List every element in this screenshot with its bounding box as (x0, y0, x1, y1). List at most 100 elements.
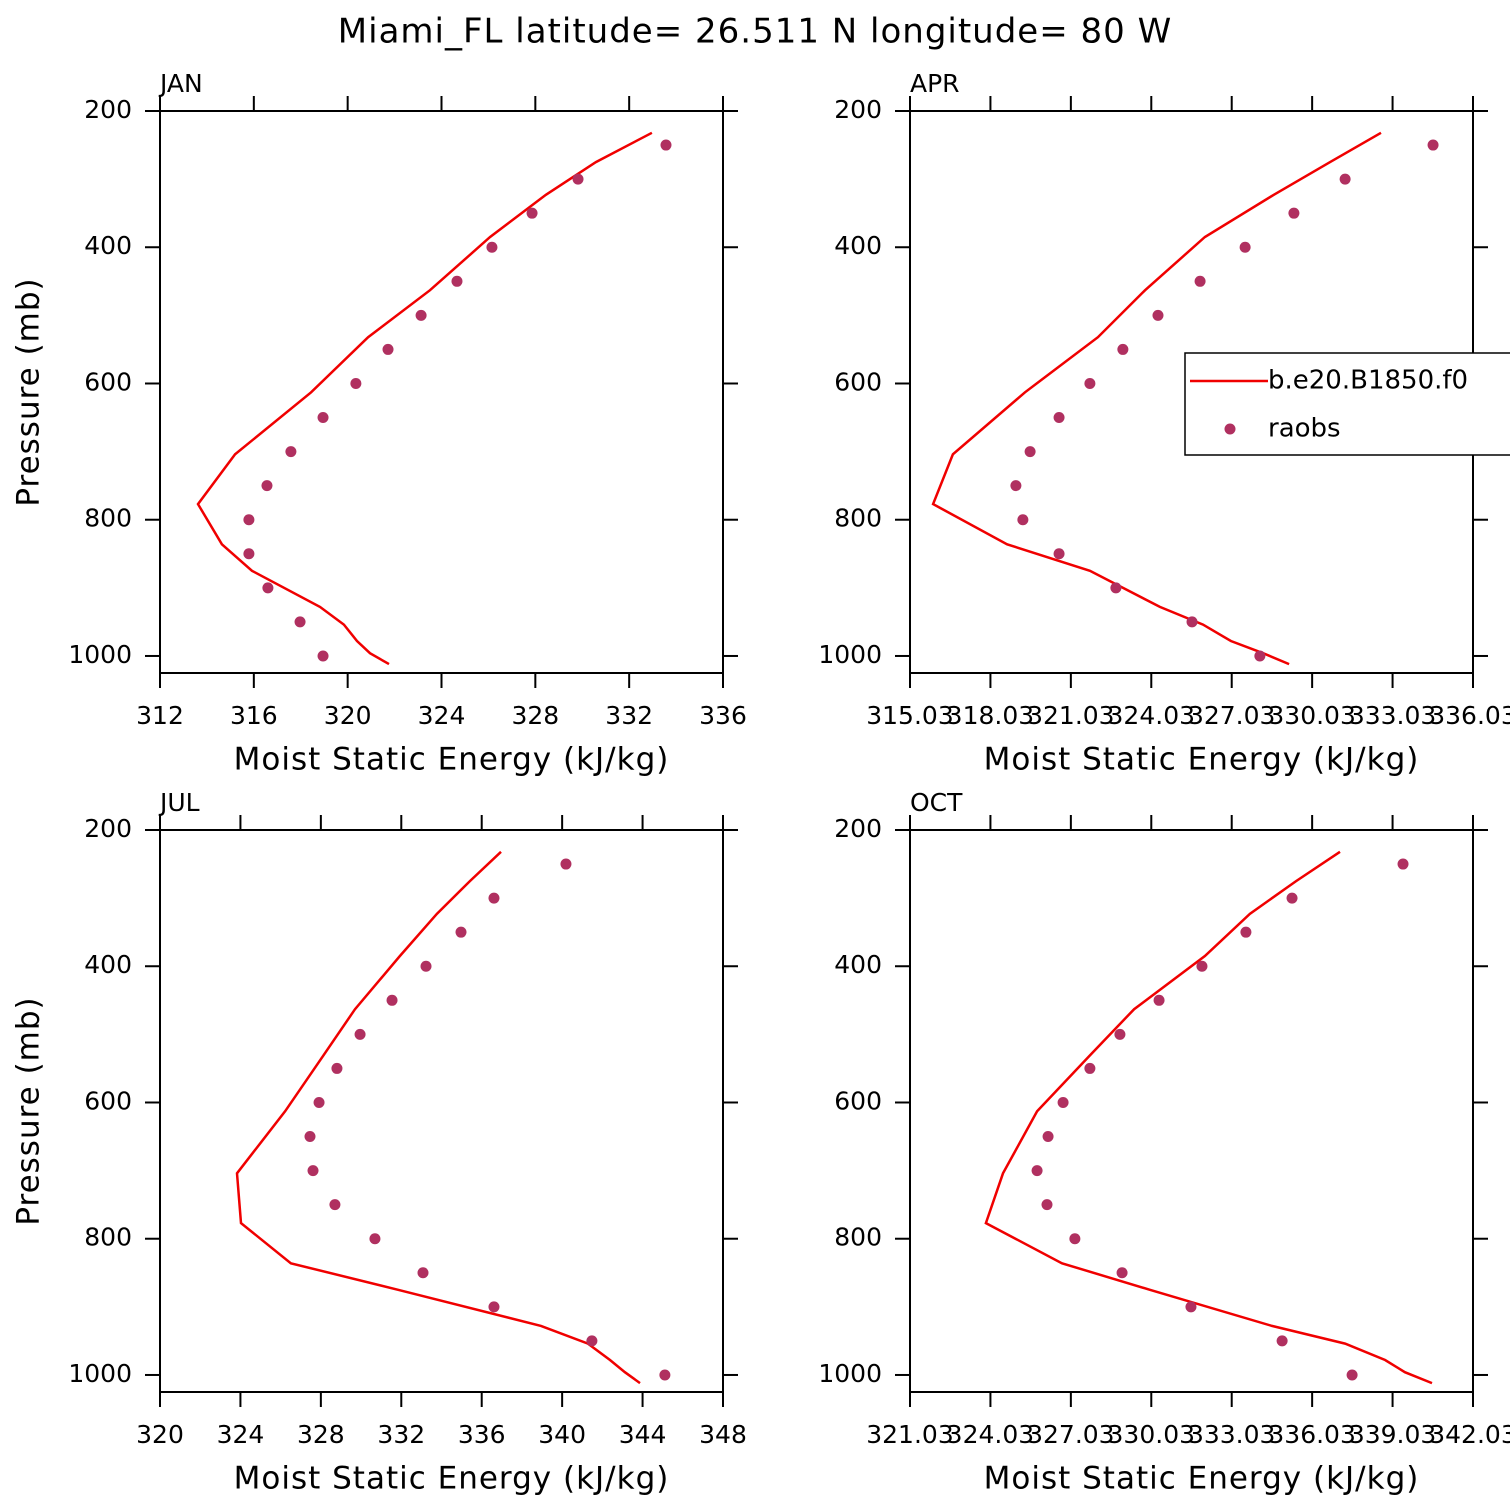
x-tick-label: 321.03 (866, 1420, 953, 1449)
y-axis-label: Pressure (mb) (11, 277, 47, 506)
obs-point (1042, 1131, 1054, 1143)
panel: JAN 312 316 320 324 328 332 336 200 400 600 800 1000… (11, 69, 747, 778)
obs-point (1031, 1165, 1043, 1177)
x-tick-label: 320 (136, 1420, 184, 1449)
model-line (235, 850, 641, 1385)
x-tick-label: 328 (297, 1420, 345, 1449)
x-tick-label: 324 (217, 1420, 265, 1449)
obs-point (1053, 412, 1065, 424)
y-tick-label: 200 (84, 95, 132, 124)
panel-title: OCT (910, 788, 963, 817)
y-tick-label: 400 (834, 231, 882, 260)
panel-title: APR (910, 69, 960, 98)
obs-point (354, 1028, 366, 1040)
obs-point (1152, 309, 1164, 321)
x-tick-label: 332 (377, 1420, 425, 1449)
obs-point (1057, 1096, 1069, 1108)
x-tick-label: 342.03 (1429, 1420, 1510, 1449)
model-line (196, 131, 653, 666)
obs-point (488, 1301, 500, 1313)
obs-point (382, 343, 394, 355)
y-tick-label: 400 (84, 231, 132, 260)
x-axis-label: Moist Static Energy (kJ/kg) (984, 742, 1420, 778)
obs-point (1024, 446, 1036, 458)
obs-point (1346, 1369, 1358, 1381)
x-tick-label: 320 (324, 701, 372, 730)
obs-point (1084, 377, 1096, 389)
obs-point (304, 1131, 316, 1143)
obs-point (1397, 858, 1409, 870)
y-tick-label: 400 (84, 950, 132, 979)
y-tick-label: 800 (834, 1223, 882, 1252)
x-tick-label: 332 (605, 701, 653, 730)
obs-point (285, 446, 297, 458)
obs-point (294, 616, 306, 628)
obs-point (350, 377, 362, 389)
obs-point (1110, 582, 1122, 594)
obs-point (261, 480, 273, 492)
obs-point (1053, 548, 1065, 560)
x-tick-label: 315.03 (866, 701, 953, 730)
obs-point (451, 275, 463, 287)
y-tick-label: 600 (834, 1086, 882, 1115)
obs-point (488, 892, 500, 904)
obs-point (1010, 480, 1022, 492)
obs-point (317, 412, 329, 424)
x-tick-label: 330.03 (1108, 1420, 1195, 1449)
obs-point (1194, 275, 1206, 287)
obs-point (1240, 926, 1252, 938)
obs-point (369, 1233, 381, 1245)
y-tick-label: 800 (834, 504, 882, 533)
obs-point (307, 1165, 319, 1177)
obs-point (243, 548, 255, 560)
obs-point (486, 241, 498, 253)
obs-point (1153, 994, 1165, 1006)
x-tick-label: 324.03 (947, 1420, 1034, 1449)
x-tick-label: 348 (699, 1420, 747, 1449)
model-line (931, 131, 1382, 666)
obs-point (317, 650, 329, 662)
y-tick-label: 400 (834, 950, 882, 979)
obs-point (526, 207, 538, 219)
x-tick-label: 328 (511, 701, 559, 730)
legend-box (1184, 352, 1510, 456)
x-axis-label: Moist Static Energy (kJ/kg) (234, 1461, 670, 1497)
y-tick-label: 200 (834, 814, 882, 843)
obs-point (1117, 343, 1129, 355)
x-tick-label: 336 (699, 701, 747, 730)
obs-point (1185, 1301, 1197, 1313)
y-tick-label: 1000 (818, 640, 882, 669)
obs-point (586, 1335, 598, 1347)
x-tick-label: 333.03 (1188, 1420, 1275, 1449)
x-tick-label: 333.03 (1349, 701, 1436, 730)
obs-point (331, 1062, 343, 1074)
x-tick-label: 336 (458, 1420, 506, 1449)
x-axis-label: Moist Static Energy (kJ/kg) (984, 1461, 1420, 1497)
x-tick-label: 312 (136, 701, 184, 730)
x-tick-label: 324 (418, 701, 466, 730)
obs-point (329, 1199, 341, 1211)
obs-point (1339, 173, 1351, 185)
x-tick-label: 336.03 (1429, 701, 1510, 730)
plot-frame (159, 829, 724, 1393)
obs-point (572, 173, 584, 185)
x-tick-label: 340 (538, 1420, 586, 1449)
panel: APR315.03318.03321.03324.03327.03330.033… (818, 69, 1510, 778)
obs-point (659, 1369, 671, 1381)
x-tick-label: 324.03 (1108, 701, 1195, 730)
x-tick-label: 318.03 (947, 701, 1034, 730)
obs-point (1084, 1062, 1096, 1074)
y-tick-label: 800 (84, 1223, 132, 1252)
obs-point (1196, 960, 1208, 972)
y-tick-label: 200 (84, 814, 132, 843)
x-tick-label: 316 (230, 701, 278, 730)
obs-point (1017, 514, 1029, 526)
x-tick-label: 327.03 (1027, 1420, 1114, 1449)
obs-point (1276, 1335, 1288, 1347)
obs-point (560, 858, 572, 870)
obs-point (660, 139, 672, 151)
obs-point (1254, 650, 1266, 662)
x-tick-label: 321.03 (1027, 701, 1114, 730)
obs-point (313, 1096, 325, 1108)
